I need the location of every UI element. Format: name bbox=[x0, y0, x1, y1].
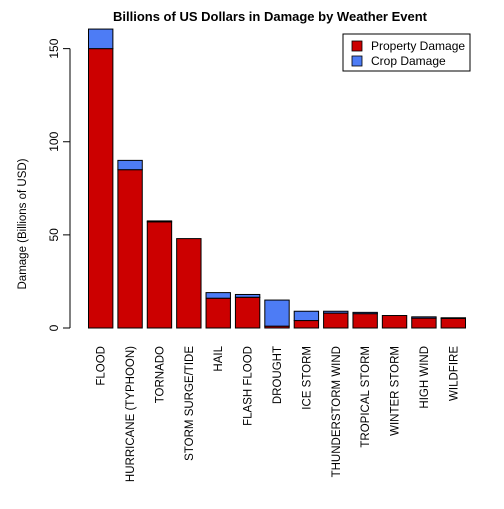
y-axis-label: Damage (Billions of USD) bbox=[17, 158, 29, 289]
bar-property-damage bbox=[293, 320, 320, 329]
y-tick-label: 50 bbox=[47, 228, 61, 242]
x-tick-label: STORM SURGE/TIDE bbox=[184, 346, 196, 461]
bar-crop-damage bbox=[146, 220, 173, 223]
bar-crop-damage bbox=[323, 310, 349, 314]
x-tick-label: FLOOD bbox=[96, 346, 108, 386]
legend-box bbox=[342, 33, 471, 72]
bar-crop-damage bbox=[293, 310, 320, 322]
x-tick-label: HIGH WIND bbox=[419, 346, 431, 409]
x-tick-label: WILDFIRE bbox=[448, 346, 460, 401]
legend-label: Crop Damage bbox=[371, 54, 446, 68]
bar-property-damage bbox=[205, 297, 231, 329]
legend-swatch bbox=[351, 40, 363, 52]
bar-crop-damage bbox=[205, 292, 231, 299]
bar-crop-damage bbox=[117, 159, 143, 171]
y-tick-label: 100 bbox=[47, 131, 61, 151]
bar-crop-damage bbox=[234, 293, 261, 298]
chart-title: Billions of US Dollars in Damage by Weat… bbox=[113, 9, 428, 24]
x-tick-label: THUNDERSTORM WIND bbox=[331, 346, 343, 477]
bar-property-damage bbox=[381, 315, 408, 329]
x-tick-label: HURRICANE (TYPHOON) bbox=[125, 346, 137, 482]
bar-crop-damage bbox=[87, 28, 114, 50]
x-tick-label: HAIL bbox=[213, 345, 225, 371]
y-tick-label: 150 bbox=[47, 38, 61, 58]
bar-crop-damage bbox=[352, 311, 378, 315]
x-tick-label: TORNADO bbox=[154, 346, 166, 403]
bar-property-damage bbox=[352, 313, 378, 329]
bar-property-damage bbox=[411, 317, 437, 329]
bar-crop-damage bbox=[440, 317, 467, 320]
bar-property-damage bbox=[146, 221, 173, 329]
x-tick-label: DROUGHT bbox=[272, 346, 284, 404]
bars-group bbox=[87, 28, 467, 329]
y-tick-label: 0 bbox=[47, 324, 61, 331]
bar-property-damage bbox=[87, 48, 114, 329]
y-axis: 0 50 100 150 bbox=[47, 38, 71, 331]
bar-property-damage bbox=[234, 296, 261, 329]
bar-property-damage bbox=[440, 318, 467, 329]
legend-label: Property Damage bbox=[371, 39, 465, 53]
bar-property-damage bbox=[323, 312, 349, 329]
legend-swatch bbox=[351, 55, 363, 67]
bar-property-damage bbox=[117, 169, 143, 329]
x-tick-label: ICE STORM bbox=[301, 346, 313, 410]
x-tick-label: TROPICAL STORM bbox=[360, 346, 372, 448]
x-tick-label: WINTER STORM bbox=[390, 346, 402, 436]
x-tick-label: FLASH FLOOD bbox=[243, 346, 255, 426]
bar-crop-damage bbox=[264, 299, 290, 327]
bar-crop-damage bbox=[411, 316, 437, 319]
x-tick-labels: FLOOD HURRICANE (TYPHOON) TORNADO STORM SUR… bbox=[96, 345, 461, 482]
bar-property-damage bbox=[176, 238, 202, 329]
